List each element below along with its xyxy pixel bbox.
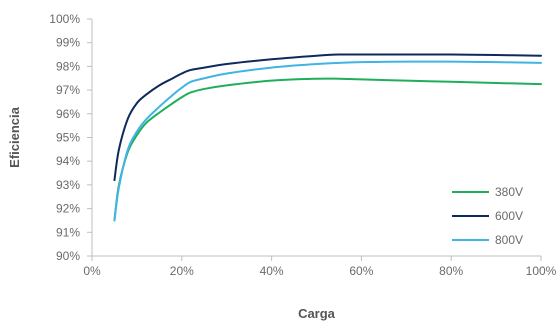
series-line-800v bbox=[113, 60, 542, 222]
x-tick-label: 80% bbox=[439, 264, 463, 278]
legend-label: 800V bbox=[495, 233, 523, 247]
y-tick-label: 91% bbox=[56, 225, 80, 239]
legend-item-600v: 600V bbox=[452, 209, 523, 223]
x-tick-label: 100% bbox=[526, 264, 557, 278]
y-axis: 90% 91% 92% 93% 94% 95% 96% 97% 98% 99% 100% bbox=[49, 12, 93, 263]
series-group bbox=[113, 53, 542, 222]
legend-label: 380V bbox=[495, 185, 523, 199]
x-tick-label: 0% bbox=[83, 264, 101, 278]
x-tick-label: 40% bbox=[260, 264, 284, 278]
x-axis: 0% 20% 40% 60% 80% 100% bbox=[83, 255, 557, 278]
x-tick-label: 20% bbox=[170, 264, 194, 278]
y-tick-label: 92% bbox=[56, 202, 80, 216]
legend-label: 600V bbox=[495, 209, 523, 223]
y-tick-label: 90% bbox=[56, 249, 80, 263]
y-tick-label: 96% bbox=[56, 107, 80, 121]
legend-item-800v: 800V bbox=[452, 233, 523, 247]
y-tick-label: 99% bbox=[56, 36, 80, 50]
series-line-600v bbox=[113, 53, 542, 182]
y-tick-label: 95% bbox=[56, 131, 80, 145]
legend: 380V 600V 800V bbox=[452, 185, 523, 247]
y-tick-label: 93% bbox=[56, 178, 80, 192]
y-axis-title: Eficiencia bbox=[7, 106, 22, 167]
x-tick-label: 60% bbox=[349, 264, 373, 278]
x-axis-title: Carga bbox=[298, 306, 336, 321]
y-tick-label: 100% bbox=[49, 12, 80, 26]
y-tick-label: 97% bbox=[56, 83, 80, 97]
legend-item-380v: 380V bbox=[452, 185, 523, 199]
y-tick-label: 98% bbox=[56, 59, 80, 73]
y-tick-label: 94% bbox=[56, 154, 80, 168]
series-line-380v bbox=[113, 77, 542, 222]
